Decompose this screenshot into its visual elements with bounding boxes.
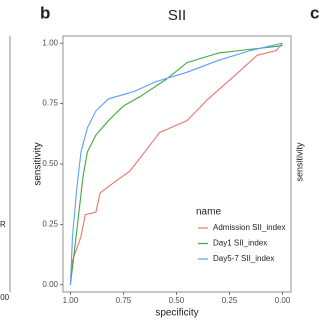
neighbor-fragment: .00 [0, 293, 10, 302]
y-axis-label: sensitivity [33, 142, 44, 185]
legend-label: Day5-7 SII_index [213, 254, 274, 263]
y-tick-label: 0.75 [42, 99, 58, 108]
x-tick-label: 0.00 [275, 296, 291, 305]
neighbor-fragment: R [0, 220, 6, 229]
panel-label: b [40, 3, 50, 22]
y-tick-label: 0.25 [42, 219, 58, 228]
y-tick-label: 0.50 [42, 159, 58, 168]
x-tick-label: 0.75 [116, 296, 132, 305]
neighbor-panel-label: c [310, 3, 319, 22]
x-tick-label: 0.50 [169, 296, 185, 305]
y-tick-label: 1.00 [42, 38, 58, 47]
legend-label: Admission SII_index [213, 223, 285, 232]
y-tick-label: 0.00 [42, 280, 58, 289]
chart-title: SII [168, 7, 186, 24]
roc-line [69, 45, 283, 285]
x-tick-label: 1.00 [63, 296, 79, 305]
roc-line [69, 42, 283, 285]
neighbor-axis-label: sensitivity [294, 142, 304, 182]
legend-title: name [196, 207, 221, 218]
roc-line [69, 42, 283, 285]
x-tick-label: 0.25 [222, 296, 238, 305]
x-axis-label: specificity [155, 308, 198, 319]
legend-label: Day1 SII_index [213, 239, 267, 248]
